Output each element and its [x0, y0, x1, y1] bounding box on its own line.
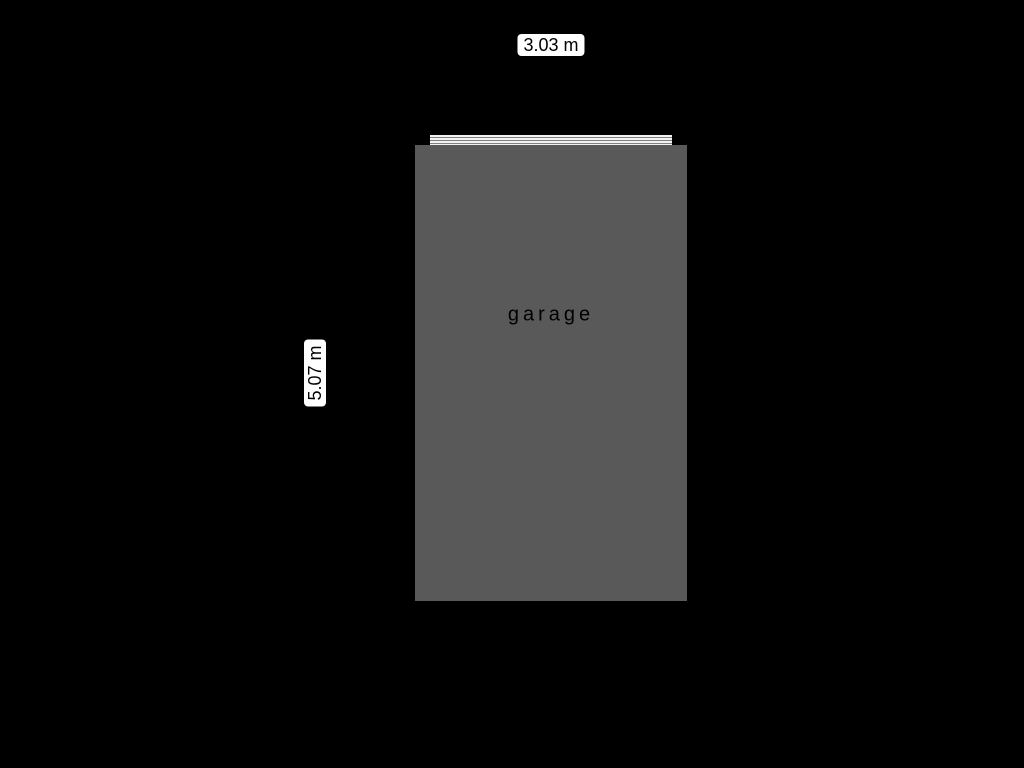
garage-door-line: [430, 143, 672, 144]
garage-room: [415, 145, 687, 601]
garage-door: [430, 135, 672, 145]
garage-room-label-text: garage: [508, 304, 594, 326]
garage-room-label: garage: [508, 304, 594, 327]
dimension-width-text: 3.03 m: [523, 35, 578, 55]
dimension-width-label: 3.03 m: [517, 34, 584, 56]
dimension-height-text: 5.07 m: [305, 345, 325, 400]
garage-door-line: [430, 137, 672, 138]
garage-door-line: [430, 140, 672, 141]
dimension-height-label: 5.07 m: [304, 339, 326, 406]
floorplan-canvas: 3.03 m 5.07 m garage: [0, 0, 1024, 768]
